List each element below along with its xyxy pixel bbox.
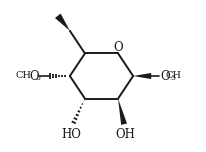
Polygon shape <box>55 14 70 31</box>
Polygon shape <box>118 99 127 125</box>
Text: CH: CH <box>15 71 32 80</box>
Text: HO: HO <box>62 128 82 141</box>
Text: O: O <box>30 69 39 83</box>
Text: 3: 3 <box>36 74 41 82</box>
Polygon shape <box>133 73 151 79</box>
Text: O: O <box>160 69 170 83</box>
Text: O: O <box>113 41 123 54</box>
Text: 3: 3 <box>171 74 176 82</box>
Text: OH: OH <box>115 128 135 141</box>
Text: CH: CH <box>166 71 182 80</box>
